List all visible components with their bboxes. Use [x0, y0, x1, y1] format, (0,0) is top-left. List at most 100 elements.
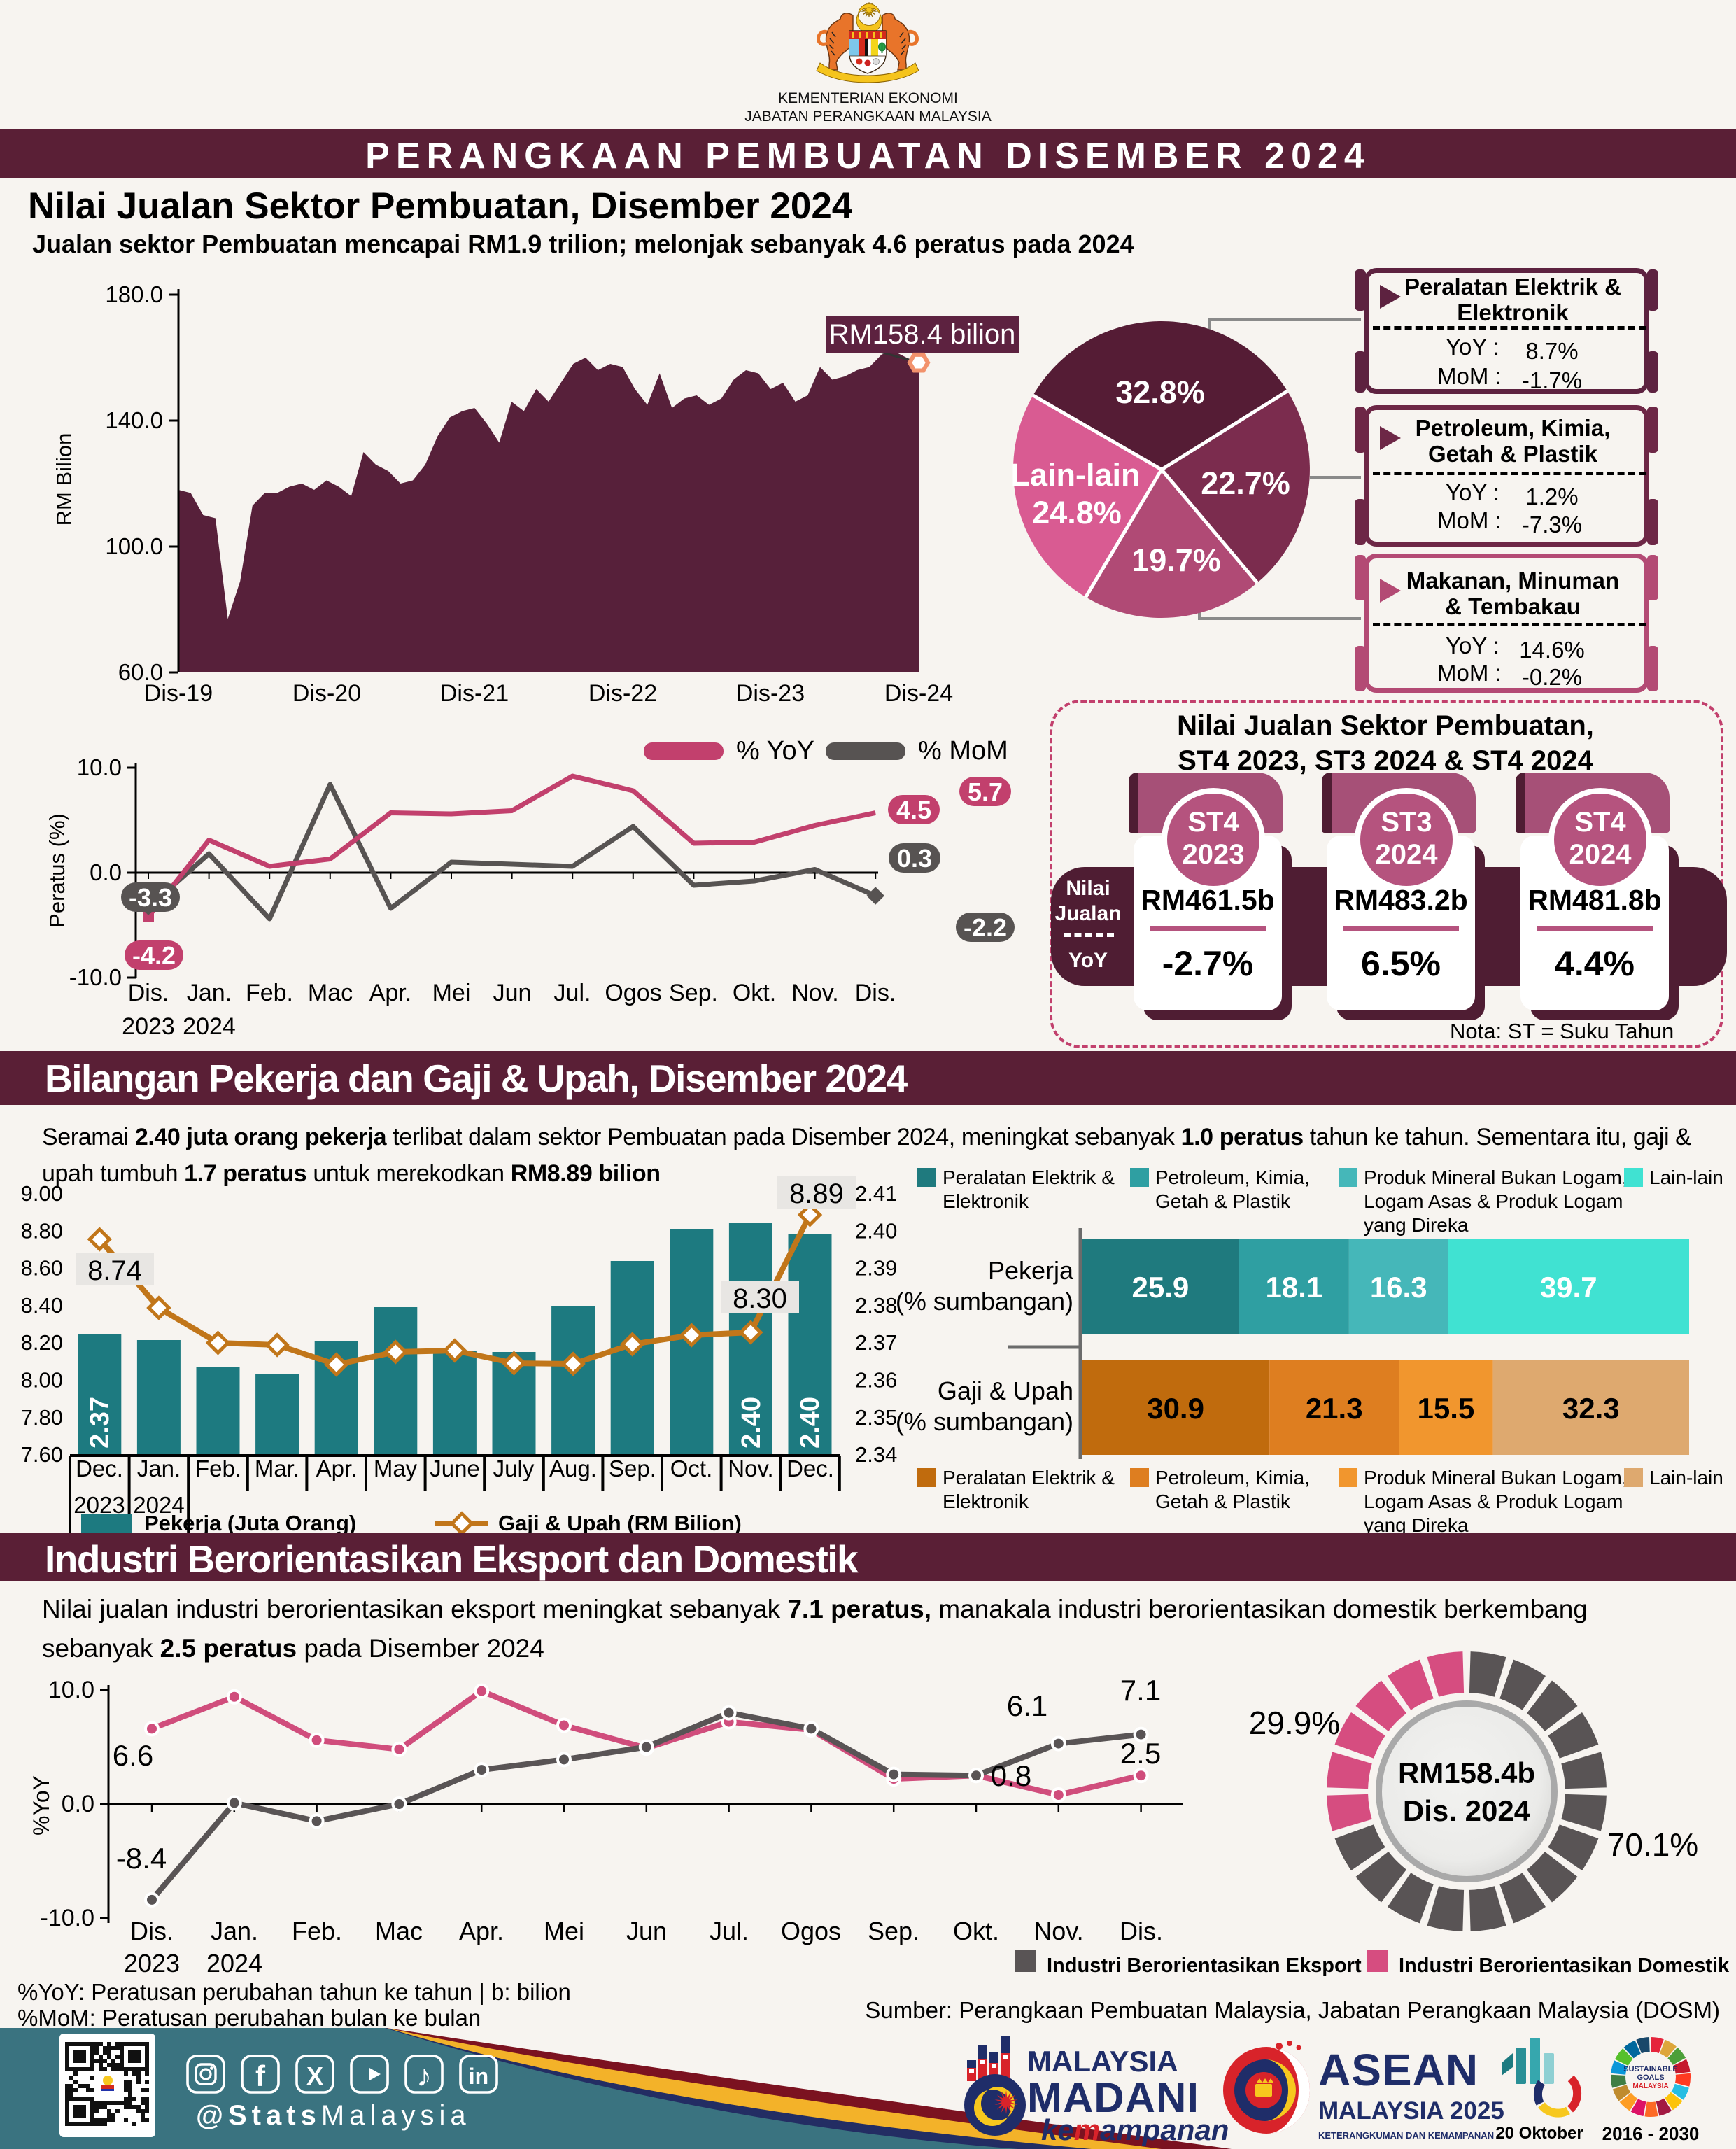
- svg-text:SUSTAINABLE: SUSTAINABLE: [1623, 2065, 1677, 2073]
- svg-text:-3.3: -3.3: [129, 883, 172, 912]
- svg-text:Pekerja (Juta Orang): Pekerja (Juta Orang): [144, 1511, 356, 1535]
- svg-text:8.89: 8.89: [789, 1178, 844, 1209]
- svg-text:♪: ♪: [416, 2059, 432, 2093]
- svg-text:Jan.: Jan.: [187, 980, 232, 1006]
- svg-text:2024: 2024: [206, 1949, 262, 1978]
- svg-text:Okt.: Okt.: [733, 980, 776, 1006]
- svg-text:100.0: 100.0: [105, 533, 163, 559]
- svg-text:MALAYSIA 2025: MALAYSIA 2025: [1318, 2097, 1504, 2125]
- svg-text:Jul.: Jul.: [710, 1917, 749, 1945]
- svg-text:-10.0: -10.0: [69, 964, 122, 990]
- svg-text:Mei: Mei: [432, 980, 471, 1006]
- svg-text:60.0: 60.0: [118, 659, 163, 685]
- svg-text:Lain-lain: Lain-lain: [1010, 457, 1140, 493]
- svg-text:Mei: Mei: [544, 1917, 584, 1945]
- svg-text:7.80: 7.80: [21, 1405, 63, 1430]
- svg-text:MADANI: MADANI: [1027, 2074, 1199, 2121]
- svg-text:2.40: 2.40: [737, 1397, 766, 1449]
- svg-text:2.35: 2.35: [855, 1405, 897, 1430]
- svg-text:20 Oktober: 20 Oktober: [1495, 2124, 1583, 2143]
- svg-text:Apr.: Apr.: [316, 1456, 358, 1481]
- svg-text:MALAYSIA: MALAYSIA: [1027, 2045, 1178, 2078]
- svg-text:0.0: 0.0: [62, 1791, 94, 1817]
- svg-text:Jul.: Jul.: [554, 980, 591, 1006]
- svg-text:Dis-20: Dis-20: [292, 680, 361, 707]
- svg-text:Getah & Plastik: Getah & Plastik: [1155, 1190, 1291, 1212]
- svg-text:Peralatan Elektrik &: Peralatan Elektrik &: [943, 1167, 1115, 1188]
- svg-text:% MoM: % MoM: [918, 736, 1008, 766]
- svg-text:18.1: 18.1: [1266, 1271, 1323, 1304]
- svg-text:70.1%: 70.1%: [1607, 1826, 1698, 1863]
- svg-text:Petroleum, Kimia,: Petroleum, Kimia,: [1155, 1167, 1310, 1188]
- svg-text:GOALS: GOALS: [1637, 2073, 1664, 2082]
- svg-text:Dec.: Dec.: [786, 1456, 834, 1481]
- svg-text:Dis. 2024: Dis. 2024: [1403, 1794, 1531, 1827]
- svg-text:8.00: 8.00: [21, 1368, 63, 1393]
- svg-text:Ogos: Ogos: [605, 980, 661, 1006]
- svg-text:2023: 2023: [122, 1013, 175, 1040]
- svg-text:f: f: [255, 2059, 266, 2092]
- svg-text:Lain-lain: Lain-lain: [1649, 1167, 1723, 1188]
- svg-text:Apr.: Apr.: [369, 980, 411, 1006]
- svg-text:Sep.: Sep.: [609, 1456, 656, 1481]
- svg-text:Logam Asas & Produk Logam: Logam Asas & Produk Logam: [1364, 1491, 1623, 1512]
- svg-text:9.00: 9.00: [21, 1181, 63, 1206]
- svg-text:2.38: 2.38: [855, 1293, 897, 1318]
- svg-text:8.74: 8.74: [87, 1255, 142, 1286]
- svg-text:Elektronik: Elektronik: [943, 1190, 1029, 1212]
- svg-text:140.0: 140.0: [105, 407, 163, 433]
- svg-text:24.8%: 24.8%: [1032, 495, 1122, 530]
- svg-text:2.39: 2.39: [855, 1256, 897, 1281]
- svg-text:RM158.4b: RM158.4b: [1398, 1756, 1535, 1789]
- svg-text:10.0: 10.0: [48, 1677, 94, 1703]
- svg-text:RM158.4 bilion: RM158.4 bilion: [829, 319, 1016, 350]
- svg-text:Feb.: Feb.: [246, 980, 293, 1006]
- svg-text:25.9: 25.9: [1132, 1271, 1190, 1304]
- svg-text:10.0: 10.0: [77, 754, 122, 780]
- svg-text:Mac: Mac: [308, 980, 353, 1006]
- svg-text:2023: 2023: [73, 1492, 125, 1518]
- svg-text:29.9%: 29.9%: [1249, 1705, 1340, 1741]
- svg-text:2.5: 2.5: [1120, 1737, 1161, 1770]
- svg-text:May: May: [374, 1456, 418, 1481]
- svg-text:Dis.: Dis.: [130, 1917, 174, 1945]
- svg-text:6.6: 6.6: [113, 1739, 153, 1772]
- svg-text:Aug.: Aug.: [549, 1456, 597, 1481]
- svg-text:Feb.: Feb.: [292, 1917, 342, 1945]
- svg-text:Okt.: Okt.: [953, 1917, 999, 1945]
- svg-text:32.8%: 32.8%: [1115, 374, 1205, 410]
- svg-text:yang Direka: yang Direka: [1364, 1514, 1469, 1536]
- svg-text:Dec.: Dec.: [76, 1456, 123, 1481]
- svg-text:0.3: 0.3: [897, 844, 932, 873]
- svg-text:8.20: 8.20: [21, 1330, 63, 1355]
- svg-text:Peralatan Elektrik &: Peralatan Elektrik &: [943, 1467, 1115, 1488]
- svg-text:Sep.: Sep.: [868, 1917, 919, 1945]
- svg-text:X: X: [306, 2062, 323, 2090]
- svg-text:Getah & Plastik: Getah & Plastik: [1155, 1491, 1291, 1512]
- svg-text:-8.4: -8.4: [116, 1842, 167, 1875]
- svg-text:(% sumbangan): (% sumbangan): [896, 1407, 1073, 1436]
- svg-text:Gaji & Upah (RM Bilion): Gaji & Upah (RM Bilion): [498, 1511, 742, 1535]
- svg-text:Produk Mineral Bukan Logam,: Produk Mineral Bukan Logam,: [1364, 1167, 1628, 1188]
- svg-text:Dis-19: Dis-19: [144, 680, 213, 707]
- svg-text:2.40: 2.40: [855, 1218, 897, 1243]
- svg-text:Oct.: Oct.: [670, 1456, 713, 1481]
- svg-text:Dis.: Dis.: [855, 980, 896, 1006]
- svg-text:-10.0: -10.0: [41, 1905, 95, 1931]
- svg-text:32.3: 32.3: [1562, 1392, 1620, 1425]
- svg-text:Jan.: Jan.: [211, 1917, 258, 1945]
- svg-text:Mar.: Mar.: [255, 1456, 299, 1481]
- svg-text:Mac: Mac: [375, 1917, 423, 1945]
- svg-text:0.0: 0.0: [90, 859, 122, 885]
- svg-text:-4.2: -4.2: [132, 941, 176, 970]
- svg-text:%YoY: %YoY: [29, 1775, 54, 1836]
- svg-text:Dis-21: Dis-21: [440, 680, 509, 707]
- svg-text:2.41: 2.41: [855, 1181, 897, 1206]
- svg-text:Jun: Jun: [626, 1917, 667, 1945]
- svg-text:Nov.: Nov.: [791, 980, 838, 1006]
- svg-text:Logam Asas & Produk Logam: Logam Asas & Produk Logam: [1364, 1190, 1623, 1212]
- svg-text:21.3: 21.3: [1306, 1392, 1363, 1425]
- svg-text:% YoY: % YoY: [736, 736, 814, 766]
- svg-text:Peratus (%): Peratus (%): [45, 813, 69, 928]
- svg-text:Nov.: Nov.: [1033, 1917, 1083, 1945]
